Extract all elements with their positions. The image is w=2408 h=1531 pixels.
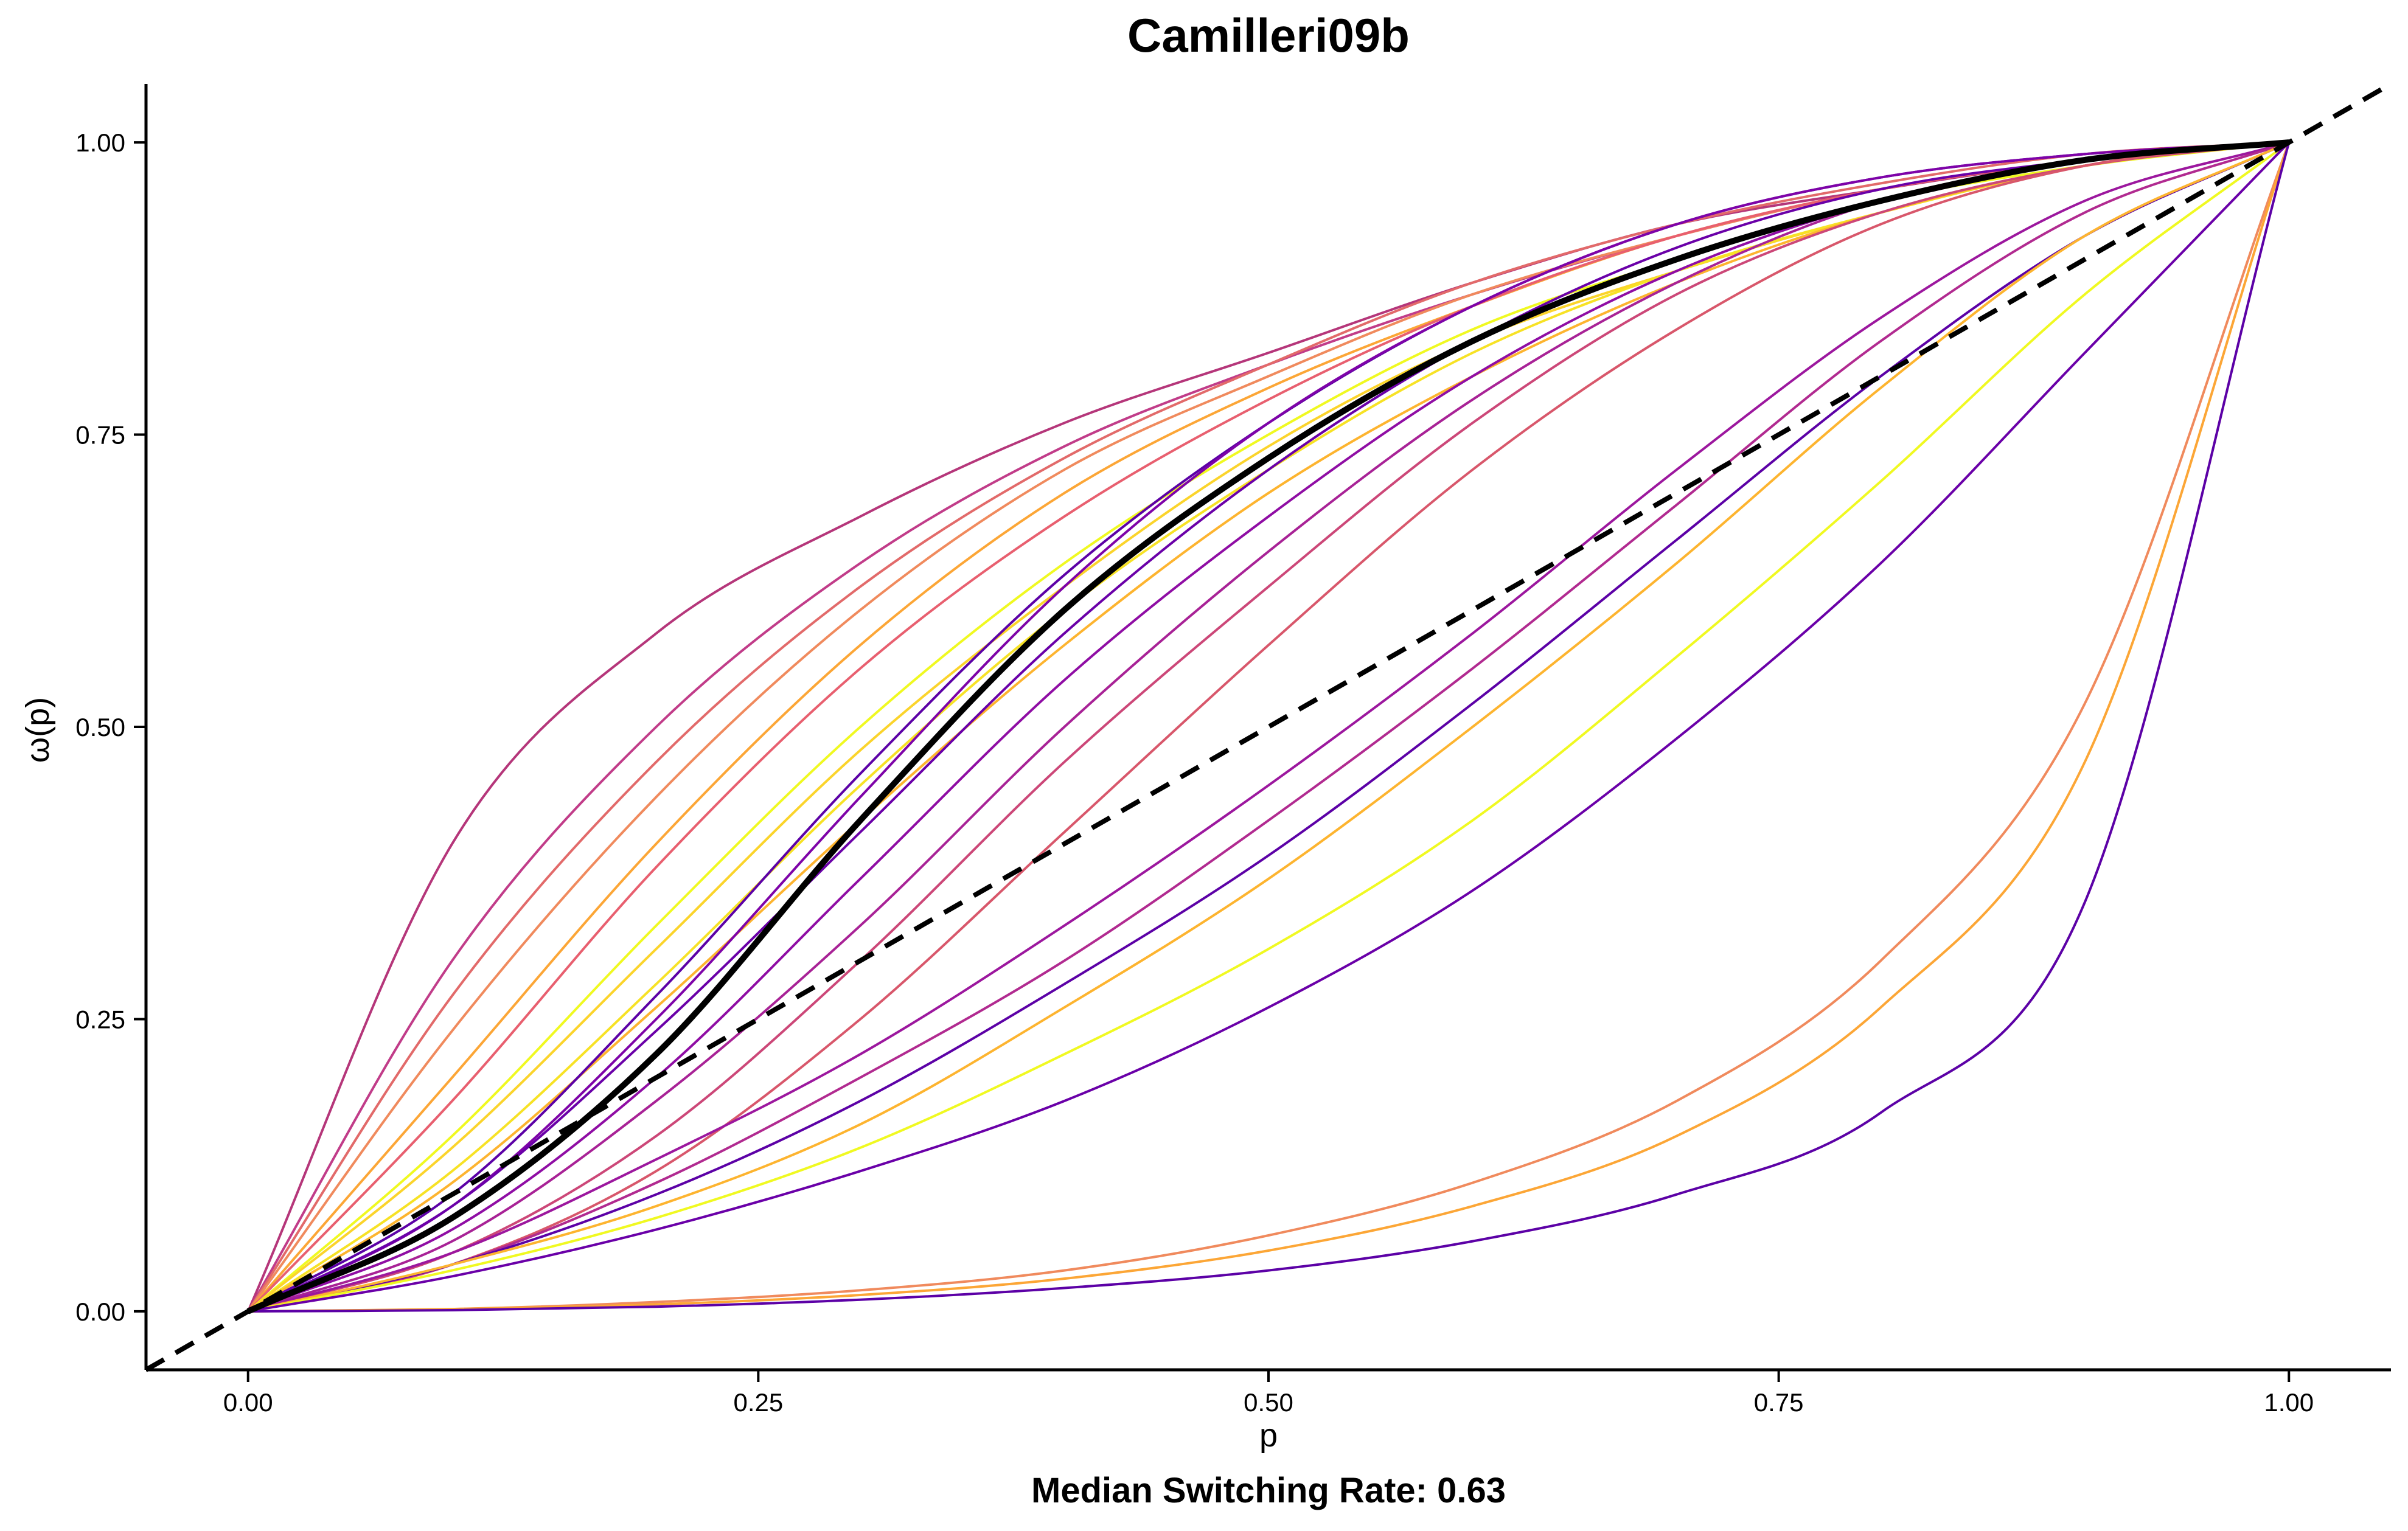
series-line [247,141,2289,1313]
series-line [248,141,2289,1313]
series-line [248,141,2290,1313]
y-axis-title: ω(p) [19,697,56,763]
x-tick-label: 0.25 [733,1388,783,1417]
y-tick-label: 1.00 [75,128,125,157]
y-tick-label: 0.00 [75,1297,125,1326]
x-tick-label: 0.50 [1244,1388,1293,1417]
series-line [248,141,2290,1313]
chart-caption: Median Switching Rate: 0.63 [1031,1471,1506,1510]
ticks-layer: 0.00 0.25 0.50 0.75 1.00 0.00 0.25 0.50 0.75 1.00 [75,128,2314,1417]
series-line [248,141,2290,1313]
x-axis-title: p [1259,1417,1278,1454]
x-tick-label: 1.00 [2264,1388,2314,1417]
curves-layer [145,82,2392,1372]
series-line [247,141,2289,1313]
series-line [248,141,2290,1313]
series-line [248,142,2291,1313]
series-line [248,141,2289,1313]
series-line [248,142,2291,1313]
series-line [248,141,2289,1313]
y-tick-label: 0.50 [75,713,125,741]
series-line [247,141,2289,1312]
chart-title: Camilleri09b [1127,9,1410,62]
y-tick-label: 0.25 [75,1005,125,1033]
x-tick-label: 0.75 [1754,1388,1804,1417]
series-line [248,142,2291,1313]
identity-reference-line [145,82,2392,1372]
x-tick-label: 0.00 [223,1388,273,1417]
y-tick-label: 0.75 [75,421,125,450]
series-line [248,141,2289,1313]
